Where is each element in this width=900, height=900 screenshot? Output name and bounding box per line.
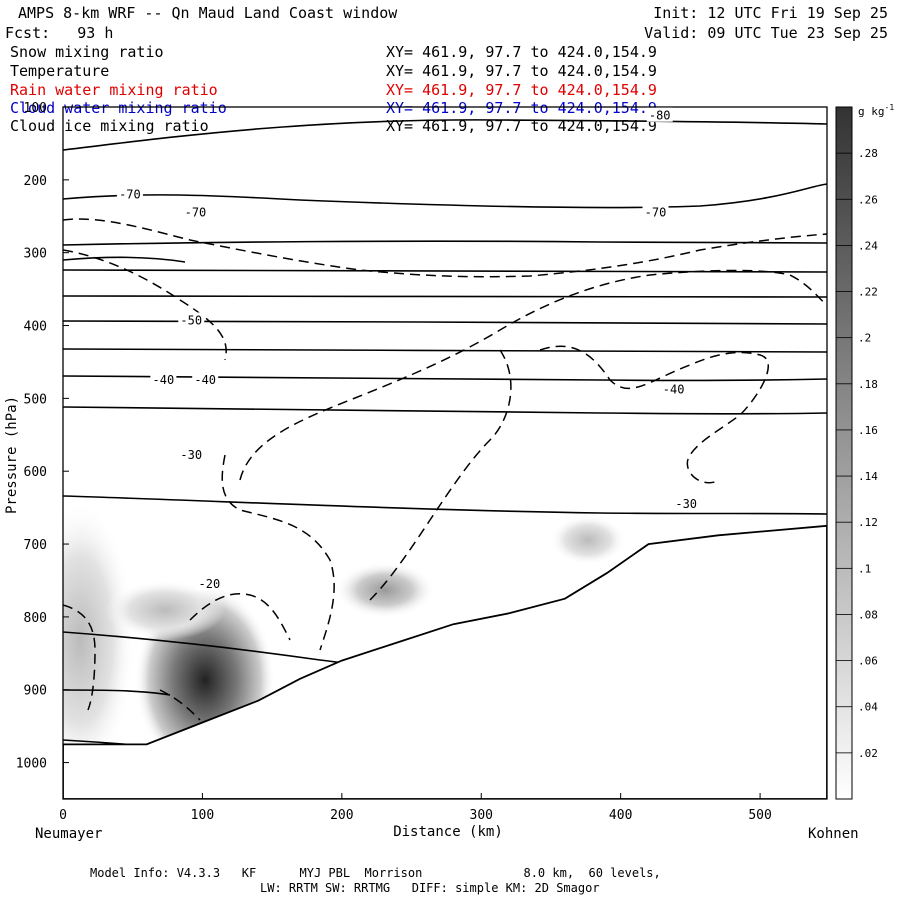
colorbar-tick-label: .06 <box>858 655 878 668</box>
label-backdrop <box>178 312 205 327</box>
snow-shading-left <box>63 500 135 780</box>
y-tick-label: 700 <box>24 538 47 553</box>
colorbar-tick-label: .1 <box>858 562 871 575</box>
temperature-label: -50 <box>180 313 202 327</box>
y-tick-label: 400 <box>24 320 47 335</box>
label-backdrop <box>196 576 223 591</box>
y-tick-label: 1000 <box>16 757 47 772</box>
temperature-contours <box>63 119 827 799</box>
cloud-ice-contours <box>63 218 827 721</box>
x-axis-label: Distance (km) <box>393 824 503 840</box>
label-backdrop <box>116 186 143 201</box>
colorbar-tick-label: .08 <box>858 608 878 621</box>
model-info-line1: Model Info: V4.3.3 KF MYJ PBL Morrison 8… <box>90 866 661 880</box>
temperature-labels: -70 -70 -70 -80 -50 -40 -40 -40 -30 -30 -20 <box>116 107 700 591</box>
label-backdrop <box>192 372 219 387</box>
field-name-rain: Rain water mixing ratio <box>10 81 218 99</box>
y-axis-label: Pressure (hPa) <box>4 396 20 514</box>
model-info-line2: LW: RRTM SW: RRTMG DIFF: simple KM: 2D S… <box>260 881 600 895</box>
plot-frame <box>62 106 828 800</box>
label-backdrop <box>182 204 209 219</box>
temperature-label: -70 <box>119 187 141 201</box>
forecast-hour: Fcst: 93 h <box>5 24 114 42</box>
colorbar-tick-label: .02 <box>858 747 878 760</box>
temperature-label: -40 <box>153 373 175 387</box>
field-name-cloudwater: Cloud water mixing ratio <box>10 99 227 117</box>
label-backdrop <box>642 204 669 219</box>
y-tick-label: 900 <box>24 684 47 699</box>
temperature-label: -70 <box>185 206 207 220</box>
field-name-temperature: Temperature <box>10 62 110 80</box>
colorbar-tick-label: .22 <box>858 286 878 299</box>
temperature-label: -20 <box>199 577 221 591</box>
colorbar-tick-label: .18 <box>858 378 878 391</box>
colorbar <box>835 106 853 800</box>
temperature-label: -40 <box>663 383 685 397</box>
y-tick-label: 200 <box>24 174 47 189</box>
field-name-cloudice: Cloud ice mixing ratio <box>10 117 209 135</box>
label-backdrop <box>178 447 205 462</box>
colorbar-ticks: .02 .04 .06 .08 .1 .12 .14 .16 .18 .2 .22 .24 .26 .28 <box>836 147 878 760</box>
temperature-label: -30 <box>675 497 697 511</box>
colorbar-tick-label: .16 <box>858 424 878 437</box>
colorbar-tick-label: .2 <box>858 332 871 345</box>
y-tick-label: 600 <box>24 465 47 480</box>
colorbar-tick-label: .04 <box>858 701 878 714</box>
y-tick-label: 500 <box>24 392 47 407</box>
left-endpoint-label: Neumayer <box>35 826 102 842</box>
field-xy-temperature: XY= 461.9, 97.7 to 424.0,154.9 <box>386 62 657 80</box>
terrain-surface <box>63 524 827 799</box>
colorbar-tick-label: .12 <box>858 516 878 529</box>
temperature-label: -80 <box>649 109 671 123</box>
field-xy-rain: XY= 461.9, 97.7 to 424.0,154.9 <box>386 81 657 99</box>
colorbar-tick-label: .14 <box>858 470 878 483</box>
x-axis: 0 100 200 300 400 500 <box>59 793 772 823</box>
label-backdrop <box>646 107 673 122</box>
label-backdrop <box>660 381 687 396</box>
y-tick-label: 100 <box>24 101 47 116</box>
field-xy-snow: XY= 461.9, 97.7 to 424.0,154.9 <box>386 43 657 61</box>
label-backdrop <box>673 495 700 510</box>
right-endpoint-label: Kohnen <box>808 826 859 842</box>
temperature-label: -30 <box>180 448 202 462</box>
temperature-label: -40 <box>194 373 216 387</box>
field-xy-cloudwater: XY= 461.9, 97.7 to 424.0,154.9 <box>386 99 657 117</box>
colorbar-tick-label: .28 <box>858 147 878 160</box>
colorbar-tick-label: .24 <box>858 239 878 252</box>
chart-title: AMPS 8-km WRF -- Qn Maud Land Coast wind… <box>18 4 398 22</box>
y-tick-label: 300 <box>24 247 47 262</box>
y-tick-label: 800 <box>24 611 47 626</box>
snow-shading-mid <box>335 562 435 618</box>
init-time: Init: 12 UTC Fri 19 Sep 25 <box>653 4 888 22</box>
field-name-snow: Snow mixing ratio <box>10 43 164 61</box>
x-tick-label: 400 <box>609 808 632 823</box>
x-tick-label: 0 <box>59 808 67 823</box>
temperature-label: -70 <box>645 206 667 220</box>
label-backdrop <box>150 372 177 387</box>
snow-shading-upper <box>105 580 225 640</box>
x-tick-label: 200 <box>330 808 353 823</box>
colorbar-tick-label: .26 <box>858 193 878 206</box>
valid-time: Valid: 09 UTC Tue 23 Sep 25 <box>644 24 888 42</box>
colorbar-unit: g kg-1 <box>858 103 894 118</box>
x-tick-label: 300 <box>470 808 493 823</box>
snow-shading-right <box>550 515 626 565</box>
x-tick-label: 100 <box>191 808 214 823</box>
y-axis: 100 200 300 400 500 600 700 800 900 1000 <box>16 101 69 772</box>
x-tick-label: 500 <box>748 808 771 823</box>
